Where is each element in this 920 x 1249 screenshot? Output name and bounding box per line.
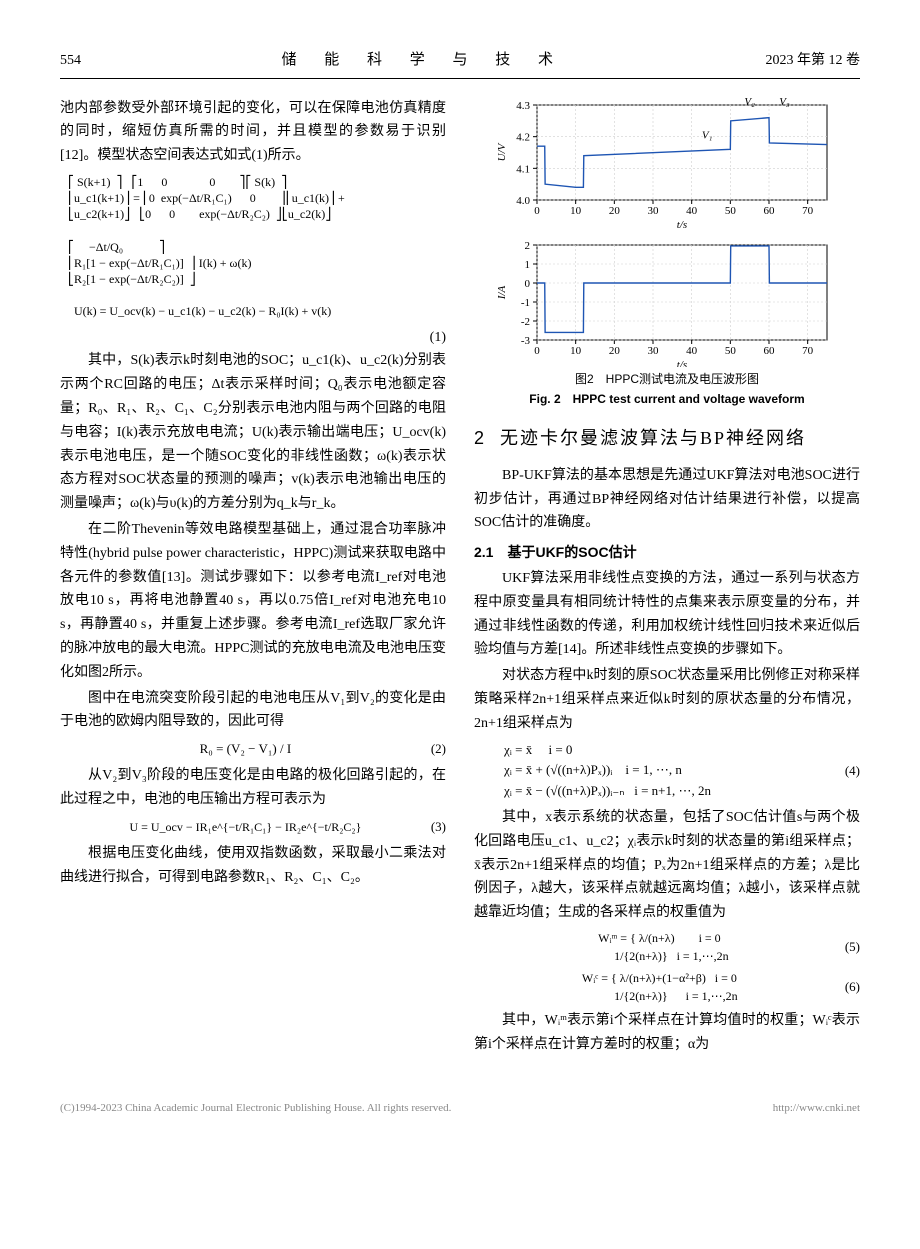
- svg-text:4.3: 4.3: [516, 100, 530, 112]
- svg-text:40: 40: [686, 345, 698, 357]
- figure-caption-cn: 图2 HPPC测试电流及电压波形图: [474, 369, 860, 389]
- svg-text:-1: -1: [521, 297, 530, 309]
- equation-body: Wᵢᶜ = { λ/(n+λ)+(1−α²+β) i = 0 1/{2(n+λ)…: [474, 969, 845, 1005]
- figure-caption-en: Fig. 2 HPPC test current and voltage wav…: [474, 389, 860, 409]
- equation-5: Wᵢᵐ = { λ/(n+λ) i = 0 1/{2(n+λ)} i = 1,⋯…: [474, 929, 860, 965]
- para: 其中，x表示系统的状态量，包括了SOC估计值s与两个极化回路电压u_c1、u_c…: [474, 806, 860, 925]
- svg-text:-2: -2: [521, 316, 530, 328]
- subsection-2-1: 2.1 基于UKF的SOC估计: [474, 541, 860, 565]
- svg-text:V₃: V₃: [779, 97, 790, 108]
- equation-body: Wᵢᵐ = { λ/(n+λ) i = 0 1/{2(n+λ)} i = 1,⋯…: [474, 929, 845, 965]
- equation-2: R₀ = (V₂ − V₁) / I (2): [60, 738, 446, 760]
- equation-3: U = U_ocv − IR₁e^{−t/R₁C₁} − IR₂e^{−t/R₂…: [60, 816, 446, 838]
- svg-text:1: 1: [525, 259, 531, 271]
- equation-num: (3): [431, 816, 446, 838]
- svg-text:70: 70: [802, 205, 814, 217]
- equation-1-num: (1): [60, 326, 446, 350]
- svg-text:4.0: 4.0: [516, 195, 530, 207]
- svg-text:U/V: U/V: [496, 142, 508, 161]
- svg-text:20: 20: [609, 345, 621, 357]
- para: 其中，S(k)表示k时刻电池的SOC；u_c1(k)、u_c2(k)分别表示两个…: [60, 349, 446, 516]
- svg-text:I/A: I/A: [496, 285, 508, 300]
- equation-num: (5): [845, 936, 860, 958]
- svg-text:t/s: t/s: [677, 219, 687, 231]
- svg-text:t/s: t/s: [677, 359, 687, 367]
- svg-text:20: 20: [609, 205, 621, 217]
- section-num: 2: [474, 423, 484, 454]
- svg-text:70: 70: [802, 345, 814, 357]
- para: 其中，Wᵢᵐ表示第i个采样点在计算均值时的权重；Wᵢᶜ表示第i个采样点在计算方差…: [474, 1009, 860, 1057]
- svg-text:0: 0: [534, 205, 540, 217]
- right-column: 0102030405060704.04.14.24.3t/sU/VV₁V₂V₃0…: [474, 97, 860, 1059]
- section-title: 无迹卡尔曼滤波算法与BP神经网络: [500, 423, 806, 454]
- svg-text:60: 60: [764, 205, 776, 217]
- page: 554 储 能 科 学 与 技 术 2023 年第 12 卷 池内部参数受外部环…: [0, 0, 920, 1147]
- equation-num: (2): [431, 738, 446, 760]
- svg-text:30: 30: [648, 205, 660, 217]
- svg-text:0: 0: [525, 278, 531, 290]
- para: 从V₂到V₃阶段的电压变化是由电路的极化回路引起的，在此过程之中，电池的电压输出…: [60, 764, 446, 812]
- footer-copyright: (C)1994-2023 China Academic Journal Elec…: [60, 1099, 451, 1118]
- svg-text:30: 30: [648, 345, 660, 357]
- footer-url: http://www.cnki.net: [773, 1099, 860, 1118]
- left-column: 池内部参数受外部环境引起的变化，可以在保障电池仿真精度的同时，缩短仿真所需的时间…: [60, 97, 446, 1059]
- para: 在二阶Thevenin等效电路模型基础上，通过混合功率脉冲特性(hybrid p…: [60, 518, 446, 685]
- para: 池内部参数受外部环境引起的变化，可以在保障电池仿真精度的同时，缩短仿真所需的时间…: [60, 97, 446, 168]
- equation-1: ⎡ S(k+1) ⎤ ⎡1 0 0 ⎤⎡ S(k) ⎤ ⎢u_c1(k+1)⎥ …: [68, 174, 446, 320]
- equation-num: (4): [845, 760, 860, 782]
- equation-num: (6): [845, 976, 860, 998]
- svg-text:10: 10: [570, 345, 582, 357]
- para: BP-UKF算法的基本思想是先通过UKF算法对电池SOC进行初步估计，再通过BP…: [474, 464, 860, 535]
- para: 对状态方程中k时刻的原SOC状态量采用比例修正对称采样策略采样2n+1组采样点来…: [474, 664, 860, 735]
- figure-2: 0102030405060704.04.14.24.3t/sU/VV₁V₂V₃0…: [474, 97, 860, 410]
- para: 根据电压变化曲线，使用双指数函数，采取最小二乘法对曲线进行拟合，可得到电路参数R…: [60, 842, 446, 890]
- hppc-chart: 0102030405060704.04.14.24.3t/sU/VV₁V₂V₃0…: [487, 97, 847, 367]
- svg-text:40: 40: [686, 205, 698, 217]
- section-2-heading: 2 无迹卡尔曼滤波算法与BP神经网络: [474, 423, 860, 454]
- svg-text:60: 60: [764, 345, 776, 357]
- issue-label: 2023 年第 12 卷: [765, 49, 860, 73]
- svg-text:10: 10: [570, 205, 582, 217]
- equation-6: Wᵢᶜ = { λ/(n+λ)+(1−α²+β) i = 0 1/{2(n+λ)…: [474, 969, 860, 1005]
- equation-body: χᵢ = x̄ i = 0 χᵢ = x̄ + (√((n+λ)Pₓ))ᵢ i …: [474, 740, 845, 802]
- svg-text:50: 50: [725, 345, 737, 357]
- para: UKF算法采用非线性点变换的方法，通过一系列与状态方程中原变量具有相同统计特性的…: [474, 567, 860, 662]
- svg-text:V₁: V₁: [702, 129, 713, 141]
- equation-body: R₀ = (V₂ − V₁) / I: [60, 738, 431, 760]
- svg-text:V₂: V₂: [744, 97, 755, 108]
- svg-text:50: 50: [725, 205, 737, 217]
- page-number: 554: [60, 49, 81, 73]
- equation-4: χᵢ = x̄ i = 0 χᵢ = x̄ + (√((n+λ)Pₓ))ᵢ i …: [474, 740, 860, 802]
- journal-title: 储 能 科 学 与 技 术: [281, 48, 565, 74]
- page-header: 554 储 能 科 学 与 技 术 2023 年第 12 卷: [60, 48, 860, 79]
- column-layout: 池内部参数受外部环境引起的变化，可以在保障电池仿真精度的同时，缩短仿真所需的时间…: [60, 97, 860, 1059]
- svg-text:0: 0: [534, 345, 540, 357]
- svg-text:-3: -3: [521, 335, 531, 347]
- svg-text:4.2: 4.2: [516, 131, 530, 143]
- para: 图中在电流突变阶段引起的电池电压从V₁到V₂的变化是由于电池的欧姆内阻导致的，因…: [60, 687, 446, 735]
- page-footer: (C)1994-2023 China Academic Journal Elec…: [60, 1099, 860, 1118]
- svg-text:2: 2: [525, 240, 531, 252]
- svg-text:4.1: 4.1: [516, 163, 530, 175]
- equation-body: U = U_ocv − IR₁e^{−t/R₁C₁} − IR₂e^{−t/R₂…: [60, 817, 431, 837]
